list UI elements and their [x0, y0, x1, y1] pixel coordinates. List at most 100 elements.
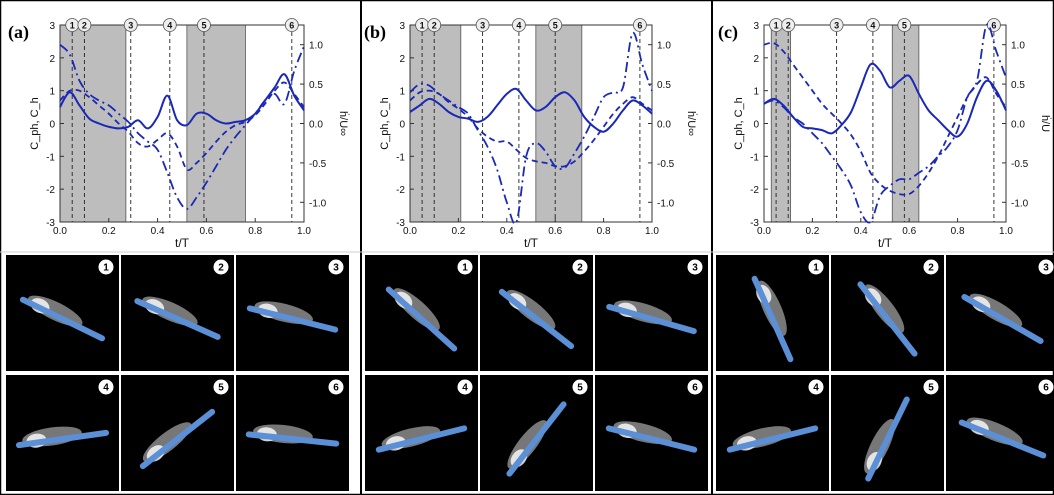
snapshot-number: 6: [692, 383, 698, 394]
snapshot-tile: 3: [595, 255, 708, 371]
y-axis-label-right: ḣ/U: [1039, 115, 1052, 132]
snapshot-number: 2: [928, 263, 934, 274]
y-tick-label-right: -1.0: [309, 198, 327, 209]
y-axis-label-left: C_ph, C_h: [733, 97, 745, 150]
y-tick-label-right: 0.5: [657, 80, 671, 91]
snapshot-number: 2: [577, 263, 583, 274]
marker-label: 1: [420, 21, 425, 31]
x-tick-label: 0.8: [951, 226, 965, 237]
snapshot-number: 6: [333, 383, 339, 394]
shaded-interval: [410, 25, 461, 222]
y-tick-label-left: 1: [49, 87, 55, 98]
snapshot-tile: 1: [716, 255, 829, 371]
marker-label: 2: [82, 21, 87, 31]
snapshot-tile: 5: [121, 375, 234, 491]
marker-label: 4: [516, 21, 521, 31]
x-axis-label: t/T: [878, 236, 893, 250]
y-tick-label-left: -1: [396, 152, 405, 163]
y-tick-label-left: -2: [46, 185, 55, 196]
panel-label: (b): [364, 22, 386, 43]
chart-panel-c: -3-2-10123-1.0-0.50.00.51.00.0 0.2 0.4 0.6 0…: [718, 19, 1052, 251]
snapshot-number: 5: [577, 383, 583, 394]
snapshot-tile: 1: [6, 255, 119, 371]
y-tick-label-left: 1: [753, 87, 759, 98]
marker-label: 5: [201, 21, 206, 31]
snapshot-number: 1: [813, 263, 819, 274]
snapshot-tile: 1: [365, 255, 478, 371]
snapshot-number: 1: [103, 263, 109, 274]
marker-label: 4: [167, 21, 172, 31]
snapshot-tile: 3: [236, 255, 349, 371]
x-tick-label: 0.6: [199, 226, 213, 237]
snapshot-tile: 6: [595, 375, 708, 491]
x-tick-label: 0.0: [53, 226, 67, 237]
x-tick-label: 0.6: [548, 226, 562, 237]
y-axis-label-left: C_ph, C_h: [29, 97, 41, 150]
snapshot-tile: 2: [831, 255, 944, 371]
snapshot-tile: 4: [365, 375, 478, 491]
x-tick-label: 0.4: [500, 226, 514, 237]
y-tick-label-left: 3: [399, 21, 405, 32]
marker-label: 3: [128, 21, 133, 31]
y-tick-label-left: 1: [399, 87, 405, 98]
x-tick-label: 0.2: [451, 226, 465, 237]
snapshot-number: 5: [928, 383, 934, 394]
y-tick-label-left: 2: [49, 54, 55, 65]
x-tick-label: 0.4: [854, 226, 868, 237]
snapshot-grid-a: 1 2 34 5 6: [6, 255, 349, 491]
marker-label: 2: [432, 21, 437, 31]
marker-label: 2: [786, 21, 791, 31]
marker-label: 5: [902, 21, 907, 31]
y-tick-label-right: 1.0: [309, 41, 323, 52]
x-axis-label: t/T: [524, 236, 539, 250]
snapshot-tile: 5: [480, 375, 593, 491]
snapshot-tile: 3: [946, 255, 1054, 371]
x-tick-label: 0.0: [403, 226, 417, 237]
snapshot-tile: 6: [236, 375, 349, 491]
shaded-interval: [892, 25, 919, 222]
snapshot-number: 4: [462, 383, 468, 394]
y-tick-label-right: -1.0: [1011, 198, 1029, 209]
snapshot-number: 5: [218, 383, 224, 394]
y-tick-label-left: 0: [49, 120, 55, 131]
marker-label: 6: [289, 21, 294, 31]
marker-label: 4: [870, 21, 875, 31]
shaded-interval: [187, 25, 246, 222]
y-axis-label-right: ḣ/U∞: [685, 111, 698, 136]
y-tick-label-right: 1.0: [657, 41, 671, 52]
marker-label: 3: [834, 21, 839, 31]
x-tick-label: 0.6: [902, 226, 916, 237]
y-tick-label-left: -2: [396, 185, 405, 196]
y-tick-label-right: -0.5: [309, 159, 327, 170]
marker-label: 1: [774, 21, 779, 31]
snapshot-tile: 4: [6, 375, 119, 491]
series-line-dashdot: [764, 24, 1006, 222]
snapshot-tile: 4: [716, 375, 829, 491]
x-tick-label: 0.8: [597, 226, 611, 237]
x-tick-label: 0.0: [757, 226, 771, 237]
x-tick-label: 0.4: [151, 226, 165, 237]
y-axis-label-right: ḣ/U∞: [337, 111, 350, 136]
y-tick-label-right: 0.0: [1011, 120, 1025, 131]
x-tick-label: 1.0: [999, 226, 1013, 237]
y-tick-label-left: -1: [46, 152, 55, 163]
panel-label: (a): [8, 22, 29, 43]
marker-label: 5: [553, 21, 558, 31]
y-tick-label-right: -0.5: [1011, 159, 1029, 170]
snapshot-grid-c: 1 2 3 4 5 6: [716, 255, 1054, 491]
snapshot-tile: 2: [480, 255, 593, 371]
y-tick-label-right: 0.0: [657, 120, 671, 131]
y-tick-label-right: 0.5: [309, 80, 323, 91]
y-tick-label-right: 0.0: [309, 120, 323, 131]
x-tick-label: 0.8: [248, 226, 262, 237]
y-tick-label-left: -2: [750, 185, 759, 196]
panel-label: (c): [718, 22, 738, 43]
y-tick-label-left: 2: [753, 54, 759, 65]
y-tick-label-left: 0: [753, 120, 759, 131]
x-tick-label: 0.2: [805, 226, 819, 237]
y-tick-label-right: -0.5: [657, 159, 675, 170]
plot-area-frame: [764, 25, 1006, 222]
snapshot-number: 3: [1043, 263, 1049, 274]
y-tick-label-left: 3: [49, 21, 55, 32]
